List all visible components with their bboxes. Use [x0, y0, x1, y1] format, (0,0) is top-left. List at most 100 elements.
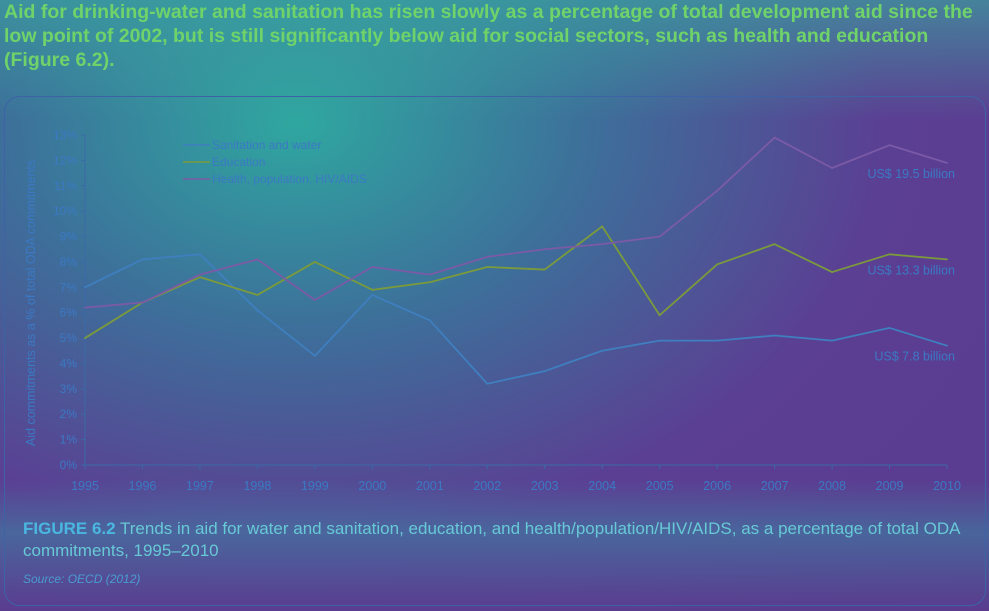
- y-tick-label: 4%: [60, 356, 78, 370]
- data-point-health: [84, 306, 86, 309]
- data-point-education: [313, 261, 316, 263]
- data-point-education: [601, 225, 604, 228]
- chart-axes: [84, 135, 947, 466]
- x-tick-label: 1997: [186, 479, 214, 493]
- data-point-sanitation: [601, 349, 604, 352]
- y-tick-label: 5%: [60, 331, 78, 345]
- x-tick-label: 1999: [301, 479, 329, 493]
- data-point-education: [946, 258, 948, 261]
- series-line-health: [84, 136, 948, 309]
- y-axis-ticks: 0% 1% 2% 3% 4% 5% 6% 7% 8% 9% 10% 11% 12% 13%: [53, 128, 85, 472]
- y-tick-label: 6%: [60, 306, 78, 320]
- data-point-sanitation: [371, 294, 374, 296]
- data-point-education: [658, 314, 661, 317]
- annotation-education: US$ 13.3 billion: [867, 263, 955, 277]
- data-point-sanitation: [658, 339, 661, 342]
- x-tick-label: 2010: [933, 479, 961, 493]
- background-glow-top: [0, 0, 989, 120]
- data-point-health: [543, 248, 546, 251]
- data-point-education: [428, 281, 431, 284]
- data-point-health: [888, 144, 891, 147]
- annotation-sanitation: US$ 7.8 billion: [874, 350, 955, 364]
- data-point-health: [946, 162, 948, 164]
- y-tick-label: 1%: [60, 433, 78, 447]
- data-point-health: [141, 301, 144, 304]
- data-point-education: [888, 253, 891, 256]
- data-point-health: [601, 243, 604, 246]
- legend-label-health: Health, population, HIV/AIDS: [212, 172, 367, 186]
- y-tick-label: 3%: [60, 382, 78, 396]
- data-point-health: [486, 255, 489, 258]
- y-tick-label: 13%: [53, 128, 77, 142]
- legend-label-sanitation: Sanitation and water: [212, 138, 321, 152]
- figure-label: FIGURE 6.2: [23, 519, 116, 538]
- data-point-sanitation: [888, 327, 891, 329]
- data-point-health: [199, 273, 201, 276]
- data-point-sanitation: [313, 354, 316, 357]
- figure-panel: [4, 96, 986, 606]
- x-tick-label: 2002: [473, 479, 501, 493]
- y-tick-label: 10%: [53, 204, 77, 218]
- data-point-health: [428, 273, 431, 276]
- data-point-sanitation: [256, 309, 259, 312]
- data-point-education: [256, 294, 259, 296]
- data-point-health: [831, 167, 833, 169]
- chart-legend: Sanitation and water Education Health, pop…: [183, 138, 367, 186]
- data-point-education: [84, 337, 86, 339]
- data-point-sanitation: [773, 334, 776, 337]
- data-point-health: [658, 235, 661, 238]
- background-glow-bottom: [0, 480, 989, 611]
- figure-caption: FIGURE 6.2 Trends in aid for water and s…: [23, 518, 973, 562]
- x-tick-label: 1995: [71, 479, 99, 493]
- annotation-health: US$ 19.5 billion: [867, 167, 955, 181]
- data-point-sanitation: [543, 370, 546, 372]
- data-point-health: [371, 266, 374, 268]
- y-tick-label: 0%: [60, 458, 78, 472]
- x-tick-label: 2007: [761, 479, 789, 493]
- data-point-health: [716, 189, 719, 192]
- figure-source: Source: OECD (2012): [23, 572, 141, 586]
- chart-series: [84, 136, 948, 385]
- series-line-education: [84, 225, 948, 339]
- data-point-sanitation: [716, 339, 719, 342]
- x-tick-label: 1996: [129, 479, 157, 493]
- data-point-sanitation: [428, 319, 431, 322]
- y-axis-label: Aid commitments as a % of total ODA comm…: [24, 160, 38, 446]
- data-point-health: [256, 258, 259, 261]
- data-point-education: [831, 271, 833, 273]
- x-tick-label: 2003: [531, 479, 559, 493]
- x-tick-label: 2000: [358, 479, 386, 493]
- data-point-health: [313, 299, 316, 301]
- intro-paragraph: Aid for drinking-water and sanitation ha…: [4, 1, 973, 71]
- x-tick-label: 2006: [703, 479, 731, 493]
- x-axis-ticks: 1995 1996 1997 1998 1999 2000 2001 2002 2003 2004…: [71, 465, 961, 493]
- data-point-education: [199, 276, 201, 279]
- data-point-sanitation: [831, 339, 833, 342]
- data-point-sanitation: [199, 253, 201, 256]
- x-tick-label: 1998: [243, 479, 271, 493]
- data-point-education: [371, 288, 374, 291]
- y-tick-label: 12%: [53, 153, 77, 167]
- x-tick-label: 2009: [876, 479, 904, 493]
- data-point-sanitation: [486, 382, 489, 385]
- x-tick-label: 2005: [646, 479, 674, 493]
- x-tick-label: 2008: [818, 479, 846, 493]
- y-tick-label: 9%: [60, 230, 78, 244]
- data-point-education: [486, 266, 489, 268]
- x-tick-label: 2004: [588, 479, 616, 493]
- legend-label-education: Education: [212, 155, 265, 169]
- data-point-education: [543, 268, 546, 271]
- y-tick-label: 2%: [60, 407, 78, 421]
- series-line-sanitation: [84, 253, 948, 385]
- y-tick-label: 7%: [60, 280, 78, 294]
- y-tick-label: 11%: [54, 179, 77, 193]
- data-point-sanitation: [946, 344, 948, 347]
- data-point-sanitation: [141, 258, 144, 261]
- x-tick-label: 2001: [416, 479, 444, 493]
- data-point-education: [716, 263, 719, 266]
- data-point-education: [773, 243, 776, 246]
- figure-caption-text: Trends in aid for water and sanitation, …: [23, 519, 960, 560]
- y-tick-label: 8%: [60, 255, 78, 269]
- chart-annotations: US$ 19.5 billion US$ 13.3 billion US$ 7.8 …: [867, 167, 955, 364]
